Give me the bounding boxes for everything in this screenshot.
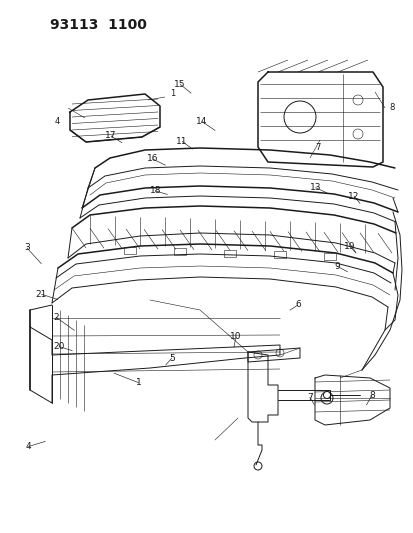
Text: 4: 4 (54, 117, 59, 126)
Text: 7: 7 (315, 143, 320, 152)
Text: 11: 11 (176, 137, 188, 146)
Text: 93113  1100: 93113 1100 (50, 18, 147, 32)
Text: 17: 17 (105, 132, 116, 140)
Text: 12: 12 (347, 192, 359, 200)
Text: 13: 13 (309, 183, 320, 192)
Bar (173, 248, 185, 255)
Text: 20: 20 (53, 342, 64, 351)
Text: 1: 1 (135, 378, 141, 387)
Text: 6: 6 (294, 301, 300, 309)
Text: 4: 4 (25, 442, 31, 451)
Text: 10: 10 (230, 333, 241, 341)
Bar (223, 249, 235, 256)
Text: 8: 8 (368, 391, 374, 400)
Circle shape (323, 392, 330, 399)
Text: 9: 9 (334, 262, 339, 271)
Text: 7: 7 (306, 393, 312, 401)
Text: 5: 5 (169, 354, 174, 362)
Text: 2: 2 (53, 313, 59, 321)
Text: 8: 8 (388, 102, 394, 111)
Bar (124, 247, 136, 254)
Text: 15: 15 (174, 80, 185, 88)
Text: 21: 21 (36, 290, 47, 298)
Text: 3: 3 (24, 244, 30, 252)
Text: 19: 19 (343, 242, 355, 251)
Bar (273, 251, 285, 258)
Text: 16: 16 (146, 155, 158, 163)
Text: 14: 14 (196, 117, 207, 126)
Text: 18: 18 (149, 187, 161, 195)
Text: 1: 1 (170, 90, 175, 99)
Bar (323, 253, 335, 260)
